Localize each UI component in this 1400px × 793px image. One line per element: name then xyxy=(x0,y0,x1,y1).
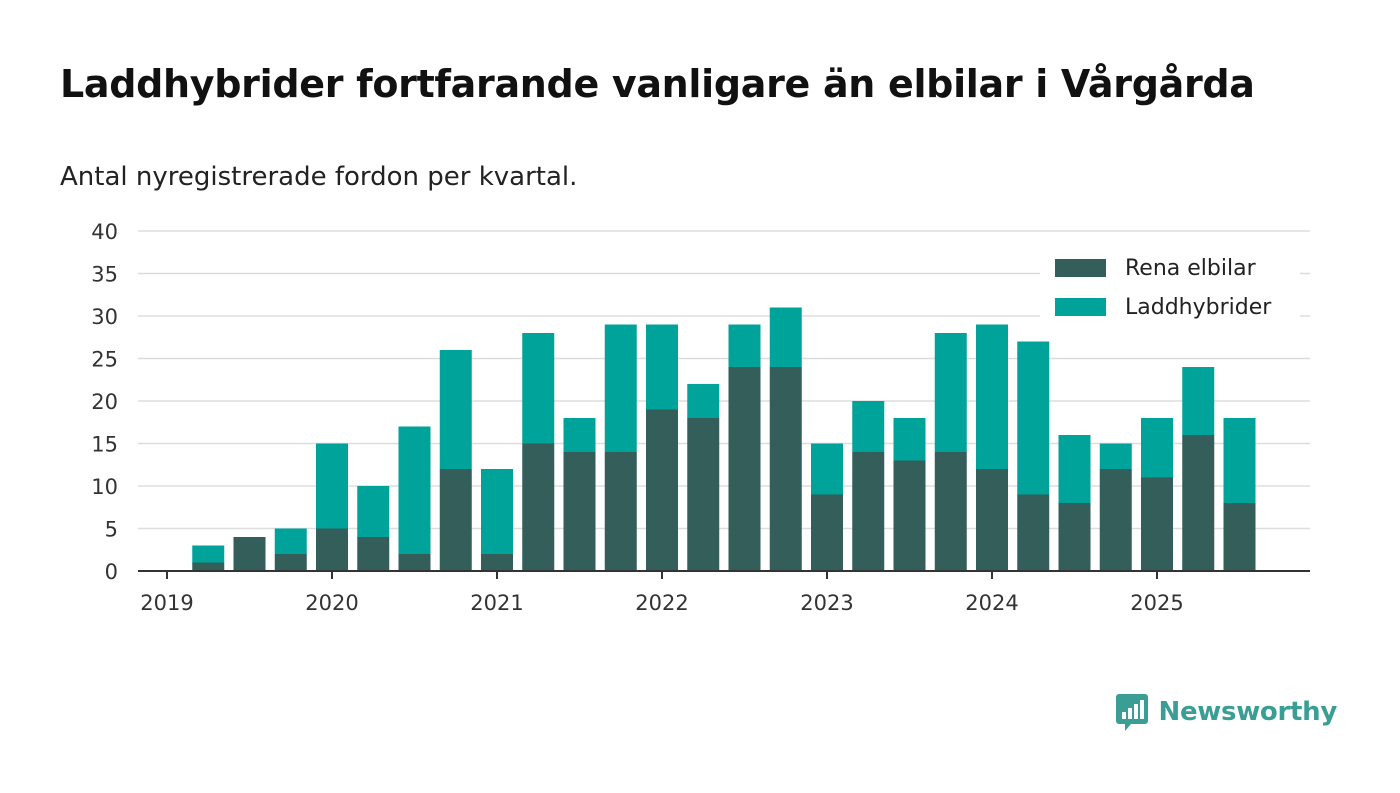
bar-laddhybrider xyxy=(1182,367,1215,435)
y-tick-label: 15 xyxy=(91,433,118,457)
y-tick-label: 5 xyxy=(105,518,118,542)
bar-laddhybrider xyxy=(192,545,225,563)
bar-rena-elbilar xyxy=(274,554,307,571)
bar-laddhybrider xyxy=(1141,418,1173,478)
bar-laddhybrider xyxy=(439,350,472,469)
legend-label-laddhybrider: Laddhybrider xyxy=(1125,295,1272,320)
bar-rena-elbilar xyxy=(1099,469,1132,571)
bar-laddhybrider xyxy=(522,333,555,444)
bar-rena-elbilar xyxy=(1223,503,1256,571)
bar-rena-elbilar xyxy=(646,409,678,571)
newsworthy-icon xyxy=(1115,694,1148,731)
bar-laddhybrider xyxy=(604,324,637,452)
y-tick-label: 25 xyxy=(91,348,118,372)
bar-rena-elbilar xyxy=(398,554,431,571)
bar-laddhybrider xyxy=(976,324,1008,469)
bar-rena-elbilar xyxy=(316,528,348,571)
y-tick-label: 0 xyxy=(105,560,118,584)
bar-laddhybrider xyxy=(274,528,307,554)
bar-laddhybrider xyxy=(357,486,390,537)
x-tick-label: 2019 xyxy=(140,591,193,615)
bar-rena-elbilar xyxy=(852,452,885,571)
bar-rena-elbilar xyxy=(1017,494,1050,571)
chart-subtitle: Antal nyregistrerade fordon per kvartal. xyxy=(60,162,578,192)
legend-label-rena-elbilar: Rena elbilar xyxy=(1125,256,1257,281)
x-tick-label: 2022 xyxy=(635,591,688,615)
bar-laddhybrider xyxy=(934,333,967,452)
x-tick-label: 2020 xyxy=(305,591,358,615)
bars xyxy=(192,307,1256,571)
bar-rena-elbilar xyxy=(769,367,802,571)
bar-rena-elbilar xyxy=(481,554,513,571)
bar-rena-elbilar xyxy=(811,494,843,571)
bar-rena-elbilar xyxy=(1182,435,1215,571)
bar-laddhybrider xyxy=(1058,435,1091,503)
y-tick-label: 35 xyxy=(91,263,118,287)
y-tick-label: 40 xyxy=(91,220,118,244)
bar-laddhybrider xyxy=(852,401,885,452)
bar-laddhybrider xyxy=(687,384,720,418)
bar-rena-elbilar xyxy=(192,562,225,571)
bar-laddhybrider xyxy=(316,443,348,529)
bar-laddhybrider xyxy=(893,418,926,461)
y-tick-label: 30 xyxy=(91,305,118,329)
bar-laddhybrider xyxy=(1223,418,1256,503)
bar-rena-elbilar xyxy=(1141,477,1173,571)
x-tick-label: 2024 xyxy=(965,591,1018,615)
brand-name: Newsworthy xyxy=(1158,697,1338,727)
bar-rena-elbilar xyxy=(1058,503,1091,571)
bar-rena-elbilar xyxy=(687,418,720,571)
bar-rena-elbilar xyxy=(976,469,1008,571)
bar-laddhybrider xyxy=(1099,443,1132,469)
bar-rena-elbilar xyxy=(563,452,596,571)
bar-laddhybrider xyxy=(481,469,513,554)
x-tick-label: 2023 xyxy=(800,591,853,615)
legend: Rena elbilar Laddhybrider xyxy=(1040,250,1300,328)
bar-laddhybrider xyxy=(563,418,596,452)
x-tick-label: 2021 xyxy=(470,591,523,615)
bar-rena-elbilar xyxy=(439,469,472,571)
bar-rena-elbilar xyxy=(934,452,967,571)
x-tick-label: 2025 xyxy=(1130,591,1183,615)
bar-laddhybrider xyxy=(1017,341,1050,495)
bar-laddhybrider xyxy=(728,324,761,367)
bar-laddhybrider xyxy=(646,324,678,410)
chart-title: Laddhybrider fortfarande vanligare än el… xyxy=(60,62,1255,106)
bar-rena-elbilar xyxy=(522,443,555,571)
y-tick-label: 20 xyxy=(91,390,118,414)
bar-rena-elbilar xyxy=(233,537,266,571)
newsworthy-logo: Newsworthy xyxy=(1115,692,1337,732)
y-tick-label: 10 xyxy=(91,475,118,499)
bar-rena-elbilar xyxy=(357,537,390,571)
bar-laddhybrider xyxy=(398,426,431,554)
bar-laddhybrider xyxy=(811,443,843,495)
bar-rena-elbilar xyxy=(893,460,926,571)
legend-swatch-rena-elbilar xyxy=(1055,259,1106,277)
bar-rena-elbilar xyxy=(728,367,761,571)
bar-rena-elbilar xyxy=(604,452,637,571)
legend-swatch-laddhybrider xyxy=(1055,298,1106,316)
bar-laddhybrider xyxy=(769,307,802,367)
